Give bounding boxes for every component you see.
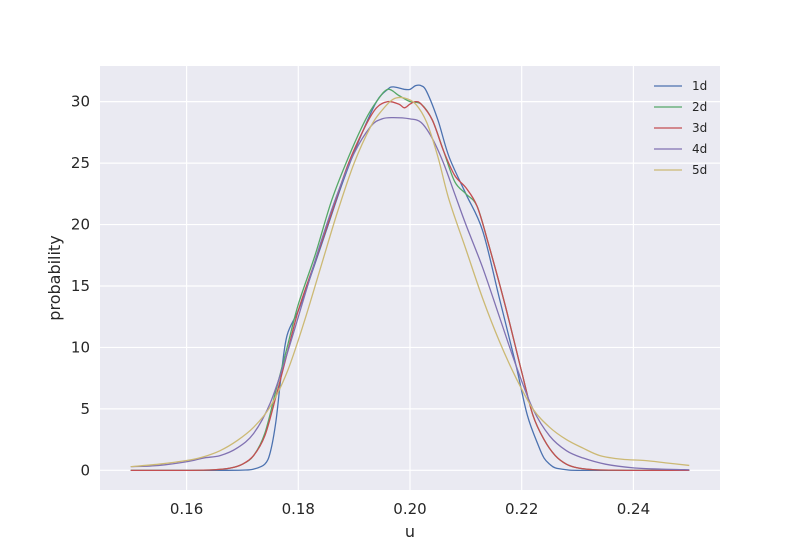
y-tick-label: 20 (71, 216, 90, 234)
legend-label-4d: 4d (692, 142, 707, 156)
x-tick-labels: 0.16 0.18 0.20 0.22 0.24 (170, 500, 650, 518)
x-tick-label: 0.24 (617, 500, 650, 518)
y-tick-label: 10 (71, 338, 90, 356)
series-line-5d (130, 96, 690, 468)
series-line-1d (130, 84, 690, 472)
legend-label-5d: 5d (692, 163, 707, 177)
y-tick-labels: 0 5 10 15 20 25 30 (71, 93, 90, 480)
series-line-4d (130, 116, 690, 471)
legend-label-2d: 2d (692, 100, 707, 114)
series-lines (130, 84, 690, 472)
y-tick-label: 25 (71, 154, 90, 172)
y-tick-label: 15 (71, 277, 90, 295)
y-tick-label: 30 (71, 93, 90, 111)
series-line-3d (130, 100, 690, 472)
x-tick-label: 0.20 (393, 500, 426, 518)
x-tick-label: 0.18 (282, 500, 315, 518)
legend: 1d 2d 3d 4d 5d (654, 79, 707, 177)
x-axis-label: u (405, 522, 415, 541)
legend-label-1d: 1d (692, 79, 707, 93)
y-tick-label: 5 (80, 400, 90, 418)
y-axis-label: probability (45, 235, 64, 320)
grid (100, 66, 720, 490)
x-tick-label: 0.22 (505, 500, 538, 518)
x-tick-label: 0.16 (170, 500, 203, 518)
y-tick-label: 0 (80, 461, 90, 479)
legend-label-3d: 3d (692, 121, 707, 135)
